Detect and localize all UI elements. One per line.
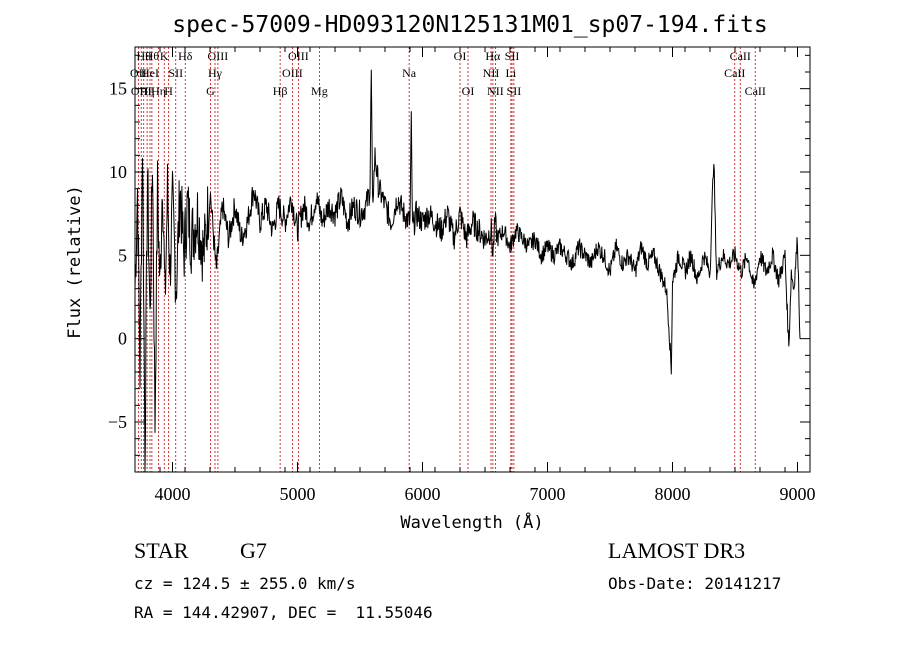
survey-name: LAMOST DR3 — [608, 538, 746, 563]
line-label-12: Hγ — [208, 66, 223, 80]
line-label-16: OIII — [288, 49, 309, 63]
spectrum-series-line — [134, 69, 801, 473]
line-label-0: OII — [130, 66, 147, 80]
line-label-7: K — [160, 49, 169, 63]
x-tick-label-0: 4000 — [155, 484, 191, 504]
x-tick-label-2: 6000 — [405, 484, 441, 504]
line-label-1: OIII — [131, 84, 152, 98]
x-tick-label-3: 7000 — [530, 484, 566, 504]
line-label-2: Hθ — [137, 49, 152, 63]
y-tick-label-3: 10 — [109, 162, 127, 182]
y-tick-label-1: 0 — [118, 329, 127, 349]
y-tick-label-4: 15 — [109, 79, 127, 99]
line-label-3: Hη — [140, 84, 155, 98]
x-tick-label-4: 8000 — [655, 484, 691, 504]
line-label-9: SII — [168, 66, 183, 80]
line-label-11: G — [206, 84, 215, 98]
spectral-line-labels: OII OIII Hθ Hη HeI Hθ Hη K H SII Hδ G Hγ OIII Hβ OIII OI… — [130, 49, 766, 98]
y-tick-label-0: −5 — [108, 412, 127, 432]
line-label-13: OIII — [208, 49, 229, 63]
plot-frame — [134, 46, 811, 473]
x-tick-label-5: 9000 — [780, 484, 816, 504]
redshift-velocity: cz = 124.5 ± 255.0 km/s — [134, 574, 356, 593]
y-axis-label: Flux (relative) — [65, 185, 85, 339]
observation-date: Obs-Date: 20141217 — [608, 574, 782, 593]
chart-title: spec-57009-HD093120N125131M01_sp07-194.f… — [172, 12, 767, 38]
ra-dec-coordinates: RA = 144.42907, DEC = 11.55046 — [134, 603, 433, 622]
line-label-19: OI — [454, 49, 467, 63]
spectral-line-markers — [137, 47, 756, 472]
object-subclass: G7 — [240, 538, 267, 563]
line-label-28: CaII — [730, 49, 751, 63]
x-tick-label-1: 5000 — [280, 484, 316, 504]
line-label-27: CaII — [724, 66, 745, 80]
line-label-22: Hα — [485, 49, 501, 63]
line-label-5: Hθ — [145, 49, 160, 63]
line-label-4: HeI — [141, 66, 159, 80]
line-label-8: H — [164, 84, 173, 98]
x-axis-label: Wavelength (Å) — [400, 511, 543, 533]
line-label-29: CaII — [745, 84, 766, 98]
line-label-14: Hβ — [273, 84, 288, 98]
line-label-24: Li — [506, 66, 517, 80]
y-tick-label-2: 5 — [118, 245, 127, 265]
line-label-6: Hη — [151, 84, 166, 98]
line-label-20: OI — [462, 84, 475, 98]
x-axis-ticks: 4000 5000 6000 7000 8000 9000 — [134, 47, 816, 504]
y-axis-ticks: −5 0 5 10 15 — [108, 54, 810, 456]
line-label-17: Mg — [311, 84, 328, 98]
line-label-23: NII — [487, 84, 504, 98]
line-label-18: Na — [402, 66, 417, 80]
line-label-15: OIII — [282, 66, 303, 80]
line-label-21: NII — [483, 66, 500, 80]
object-class: STAR — [134, 538, 189, 563]
line-label-25: SII — [505, 49, 520, 63]
line-label-26: SII — [507, 84, 522, 98]
line-label-10: Hδ — [178, 49, 193, 63]
